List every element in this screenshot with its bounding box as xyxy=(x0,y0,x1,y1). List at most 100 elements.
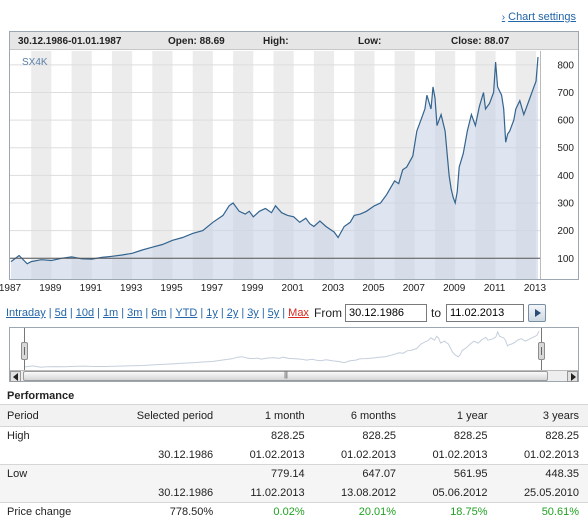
x-tick-label: 1989 xyxy=(39,283,62,294)
range-link-separator: | xyxy=(200,307,204,319)
scroll-left-arrow-icon[interactable] xyxy=(10,371,21,382)
chevron-right-icon: › xyxy=(501,12,506,23)
table-cell: 25.05.2010 xyxy=(496,483,588,503)
row-label xyxy=(0,446,103,465)
info-high: High: xyxy=(263,36,289,47)
performance-header-row: Period Selected period 1 month 6 months 1 ye… xyxy=(0,404,588,427)
year-band xyxy=(152,51,173,279)
row-label: High xyxy=(0,426,104,446)
table-cell: 05.06.2012 xyxy=(405,483,497,503)
year-band xyxy=(31,51,52,279)
scroll-right-arrow-icon[interactable] xyxy=(567,371,578,382)
table-row-high: High 828.25 828.25 828.25 828.25 xyxy=(0,426,588,446)
table-cell: 828.25 xyxy=(496,426,588,446)
performance-title: Performance xyxy=(7,390,75,402)
x-tick-label: 1987 xyxy=(0,283,22,294)
from-label: From xyxy=(314,306,342,320)
symbol-label: SX4K xyxy=(22,57,48,68)
column-header: Selected period xyxy=(103,404,223,427)
info-low: Low: xyxy=(358,36,382,47)
table-cell: 828.25 xyxy=(313,426,406,446)
range-link-5d[interactable]: 5d xyxy=(54,307,67,319)
range-link-3m[interactable]: 3m xyxy=(127,307,143,319)
table-cell: 01.02.2013 xyxy=(432,448,488,461)
chart-canvas: SX4K 100 200 300 400 500 600 700 800 xyxy=(10,51,574,279)
range-link-intraday[interactable]: Intraday xyxy=(6,307,46,319)
table-cell: 50.61% xyxy=(496,502,588,522)
chart-settings-link[interactable]: › Chart settings xyxy=(502,11,576,23)
table-cell: 01.02.2013 xyxy=(523,448,579,461)
y-tick-label: 600 xyxy=(557,116,574,127)
range-link-separator: | xyxy=(121,307,125,319)
range-link-ytd[interactable]: YTD xyxy=(175,307,198,319)
table-cell: 0.02% xyxy=(222,502,314,522)
table-row-low-dates: 30.12.1986 11.02.2013 13.08.2012 05.06.2012… xyxy=(0,483,588,503)
table-cell: 828.25 xyxy=(222,426,314,446)
y-tick-label: 500 xyxy=(557,143,574,154)
table-row-low: Low 779.14 647.07 561.95 448.35 xyxy=(0,464,588,484)
scrollbar-thumb[interactable] xyxy=(23,371,548,381)
range-link-2y[interactable]: 2y xyxy=(226,307,239,319)
range-link-5y[interactable]: 5y xyxy=(267,307,280,319)
range-link-3y[interactable]: 3y xyxy=(247,307,259,319)
range-link-10d[interactable]: 10d xyxy=(75,307,95,319)
column-header: Period xyxy=(0,404,104,427)
performance-table: Period Selected period 1 month 6 months 1 ye… xyxy=(0,404,588,522)
range-link-separator: | xyxy=(261,307,265,319)
chart-info-bar: 30.12.1986-01.01.1987 Open: 88.69 High: … xyxy=(10,32,578,50)
navigator-line xyxy=(24,330,540,368)
table-cell: 828.25 xyxy=(405,426,497,446)
apply-range-button[interactable] xyxy=(528,304,546,322)
y-tick-label: 800 xyxy=(557,60,574,71)
y-tick-label: 700 xyxy=(557,88,574,99)
x-tick-label: 2001 xyxy=(281,283,304,294)
year-band xyxy=(111,51,133,279)
year-band xyxy=(71,51,92,279)
table-cell: 18.75% xyxy=(405,502,497,522)
table-cell: 01.02.2013 xyxy=(341,448,397,461)
range-selector: Intraday | 5d | 10d | 1m | 3m | 6m | YTD | 1y | 2y | 3y | 5y… xyxy=(0,304,588,324)
to-date-input[interactable] xyxy=(446,304,524,322)
x-axis: 1987 1989 1991 1993 1995 1997 1999 2001 2003 2005… xyxy=(0,283,588,299)
range-link-separator: | xyxy=(48,307,52,319)
year-band xyxy=(192,51,213,279)
range-link-1y[interactable]: 1y xyxy=(206,307,218,319)
price-area xyxy=(11,57,538,279)
column-header: 3 years xyxy=(496,404,588,427)
range-link-separator: | xyxy=(69,307,73,319)
range-link-separator: | xyxy=(97,307,100,319)
x-tick-label: 2007 xyxy=(402,283,425,294)
navigator-right-handle[interactable] xyxy=(538,342,545,360)
row-label xyxy=(0,483,104,503)
x-tick-label: 1993 xyxy=(120,283,143,294)
column-header: 6 months xyxy=(313,404,406,427)
table-cell: 779.14 xyxy=(222,464,314,484)
to-label: to xyxy=(431,306,442,320)
y-tick-label: 100 xyxy=(557,254,574,265)
column-header: 1 year xyxy=(405,404,497,427)
navigator-canvas xyxy=(24,330,540,368)
navigator-scrollbar[interactable] xyxy=(10,370,578,382)
table-cell: 30.12.1986 xyxy=(103,483,223,503)
navigator-left-handle[interactable] xyxy=(21,342,28,360)
range-link-6m[interactable]: 6m xyxy=(151,307,167,319)
price-line xyxy=(10,57,539,265)
from-date-input[interactable] xyxy=(345,304,427,322)
table-cell: 647.07 xyxy=(313,464,406,484)
info-date-range: 30.12.1986-01.01.1987 xyxy=(18,36,122,47)
row-label: Price change xyxy=(0,502,104,522)
y-tick-label: 300 xyxy=(557,199,574,210)
table-row-high-dates: 30.12.1986 01.02.2013 01.02.2013 01.02.2013… xyxy=(0,446,588,465)
x-tick-label: 2003 xyxy=(321,283,345,294)
table-cell: 561.95 xyxy=(405,464,497,484)
x-tick-label: 2013 xyxy=(523,283,547,294)
x-tick-label: 2005 xyxy=(362,283,385,294)
y-tick-label: 200 xyxy=(557,226,574,237)
range-link-separator: | xyxy=(220,307,224,319)
range-link-max[interactable]: Max xyxy=(288,307,309,319)
range-link-1m[interactable]: 1m xyxy=(102,307,119,319)
table-cell xyxy=(103,464,223,484)
table-cell: 11.02.2013 xyxy=(222,483,314,503)
row-label: Low xyxy=(0,464,104,484)
table-row-price-change: Price change 778.50% 0.02% 20.01% 18.75% 50.6… xyxy=(0,502,588,522)
